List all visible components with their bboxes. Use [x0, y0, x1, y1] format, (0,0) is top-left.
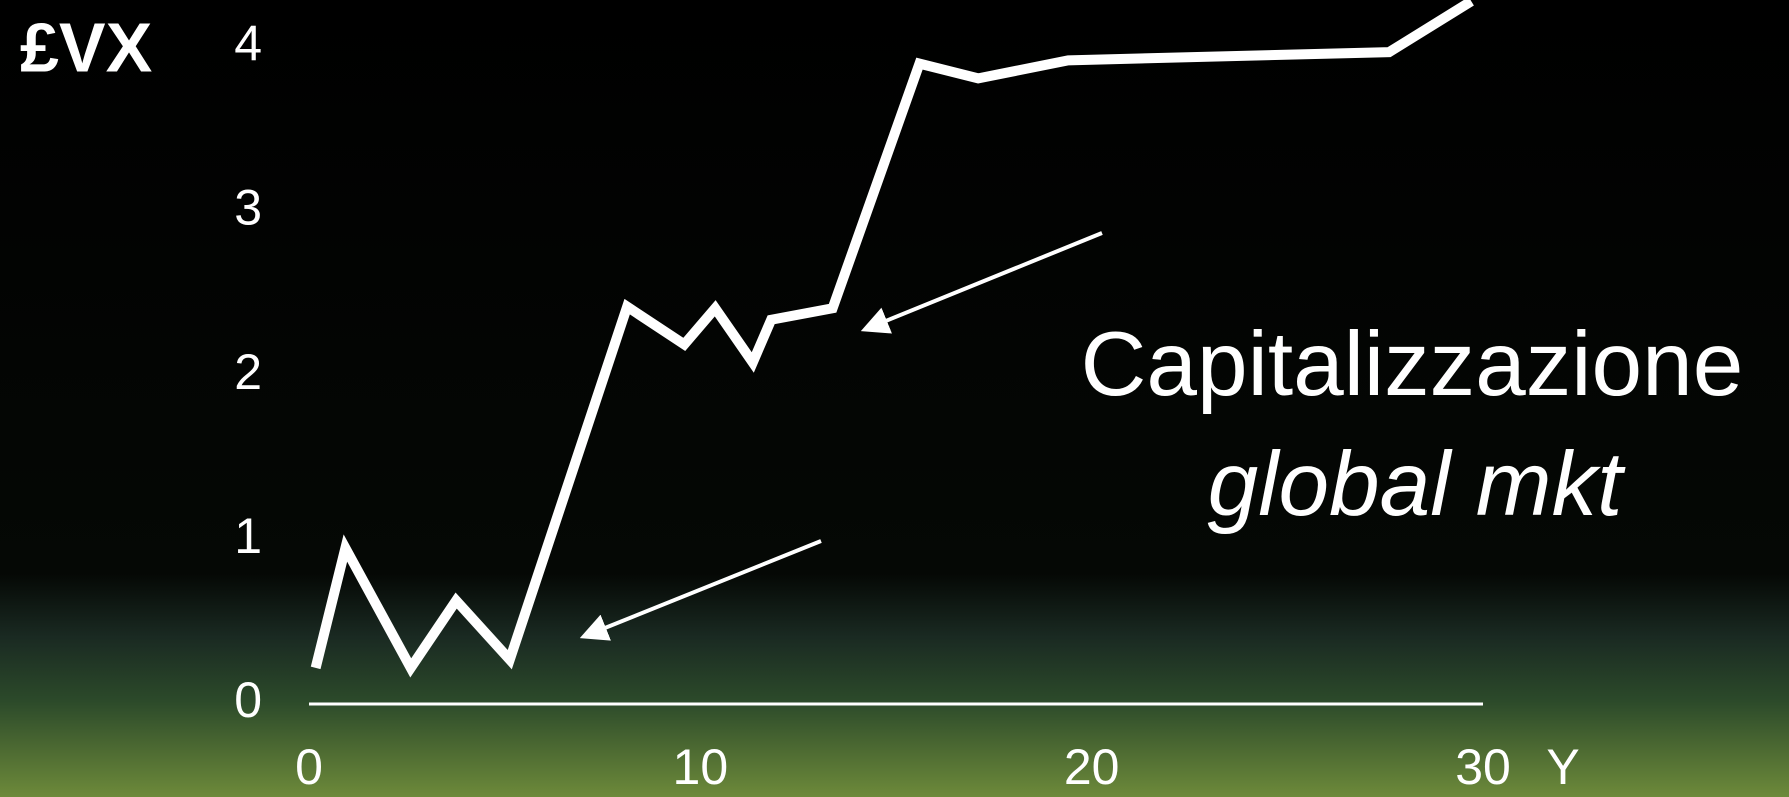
x-tick-label: 10	[673, 739, 729, 795]
x-tick-label: 30	[1455, 739, 1511, 795]
annotation-sub: global mkt	[1208, 434, 1626, 535]
y-tick-label: 2	[234, 344, 262, 400]
x-axis-label: Y	[1546, 739, 1579, 795]
arrow	[860, 231, 1103, 334]
y-tick-label: 3	[234, 180, 262, 236]
y-tick-label: 1	[234, 508, 262, 564]
y-tick-label: 0	[234, 672, 262, 728]
x-tick-label: 20	[1064, 739, 1120, 795]
y-tick-label: 4	[234, 15, 262, 71]
x-tick-label: 0	[295, 739, 323, 795]
y-axis-label: £VX	[20, 8, 153, 86]
arrow	[579, 539, 822, 641]
line	[310, 0, 1474, 678]
annotation: Capitalizzazione	[1081, 314, 1744, 415]
